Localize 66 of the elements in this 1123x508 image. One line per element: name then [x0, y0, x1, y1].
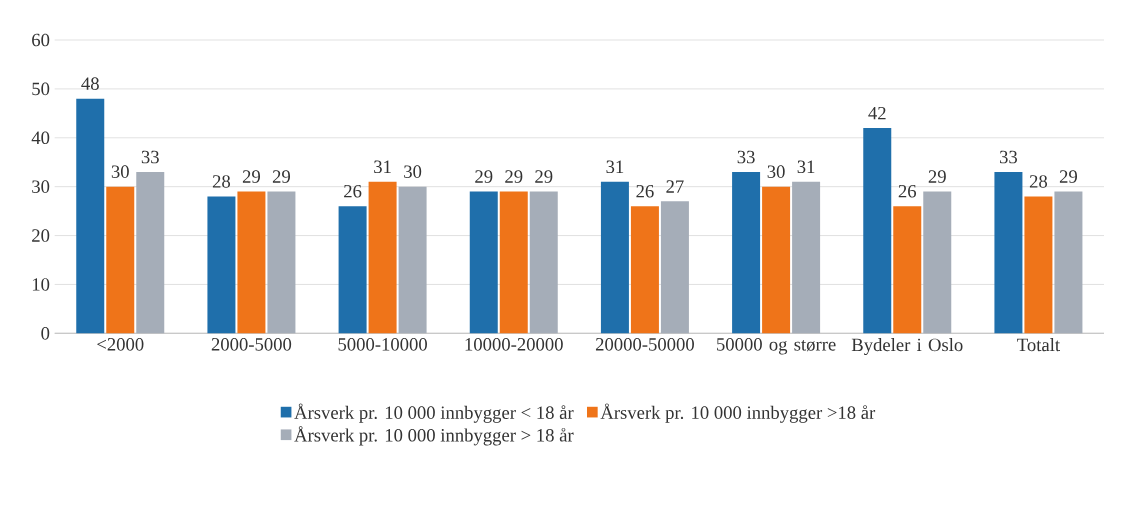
x-tick-label: Bydeler i Oslo — [851, 338, 963, 356]
legend-label: Årsverk pr. 10 000 innbygger < 18 år — [294, 403, 574, 423]
bar — [368, 181, 397, 334]
y-tick-label: 50 — [32, 82, 50, 96]
data-label: 26 — [636, 184, 654, 198]
x-tick-label: 5000-10000 — [338, 338, 427, 351]
bar — [136, 172, 165, 334]
legend-label: Årsverk pr. 10 000 innbygger >18 år — [600, 403, 876, 423]
y-tick-label: 10 — [32, 278, 50, 291]
data-label: 31 — [797, 160, 815, 174]
data-label: 42 — [868, 106, 886, 120]
data-label: 30 — [111, 165, 129, 178]
bar — [469, 191, 498, 334]
data-label: 29 — [535, 170, 553, 183]
data-label: 29 — [505, 170, 523, 183]
bar — [106, 186, 135, 334]
data-label: 29 — [242, 170, 260, 183]
data-label: 28 — [212, 175, 231, 188]
data-label: 33 — [737, 150, 755, 164]
data-label: 48 — [81, 77, 99, 90]
bar — [732, 172, 761, 334]
bar — [923, 191, 952, 334]
legend-label: Årsverk pr. 10 000 innbygger > 18 år — [294, 426, 574, 446]
data-label: 29 — [1059, 170, 1077, 183]
data-label: 29 — [272, 170, 290, 183]
data-label: 27 — [666, 180, 684, 193]
bar — [762, 186, 791, 334]
bar — [792, 181, 821, 334]
bar — [1024, 196, 1053, 334]
bar — [893, 206, 922, 334]
bar — [529, 191, 558, 334]
y-tick-label: 30 — [32, 180, 50, 193]
bar — [660, 201, 689, 334]
x-tick-label: 2000-5000 — [211, 338, 292, 351]
bar — [237, 191, 266, 334]
data-label: 30 — [404, 165, 422, 178]
data-label: 31 — [606, 160, 624, 174]
bar — [994, 172, 1023, 334]
y-tick-label: 20 — [32, 229, 50, 242]
x-tick-label: 20000-50000 — [595, 338, 694, 351]
data-label: 28 — [1029, 175, 1048, 188]
data-label: 26 — [898, 184, 917, 198]
data-label: 31 — [374, 160, 391, 174]
y-tick-label: 0 — [41, 327, 50, 340]
bar — [398, 186, 427, 334]
y-tick-label: 60 — [32, 33, 50, 47]
bar — [499, 191, 528, 334]
data-label: 29 — [475, 170, 493, 183]
x-tick-label: 10000-20000 — [465, 338, 563, 351]
x-tick-label: <2000 — [97, 338, 144, 351]
bar — [1054, 191, 1083, 334]
data-label: 30 — [767, 165, 785, 178]
data-label: 33 — [141, 150, 159, 164]
data-label: 26 — [344, 184, 362, 198]
data-label: 33 — [999, 150, 1018, 164]
bar — [600, 181, 629, 334]
bar — [207, 196, 236, 334]
bar — [863, 128, 892, 334]
bar — [630, 206, 659, 334]
bar — [76, 98, 105, 334]
x-tick-label: Totalt — [1017, 338, 1060, 352]
y-tick-label: 40 — [31, 131, 50, 145]
x-tick-label: 50000 og større — [717, 338, 836, 355]
bar — [267, 191, 296, 334]
data-label: 29 — [928, 170, 946, 183]
bar — [338, 206, 367, 334]
